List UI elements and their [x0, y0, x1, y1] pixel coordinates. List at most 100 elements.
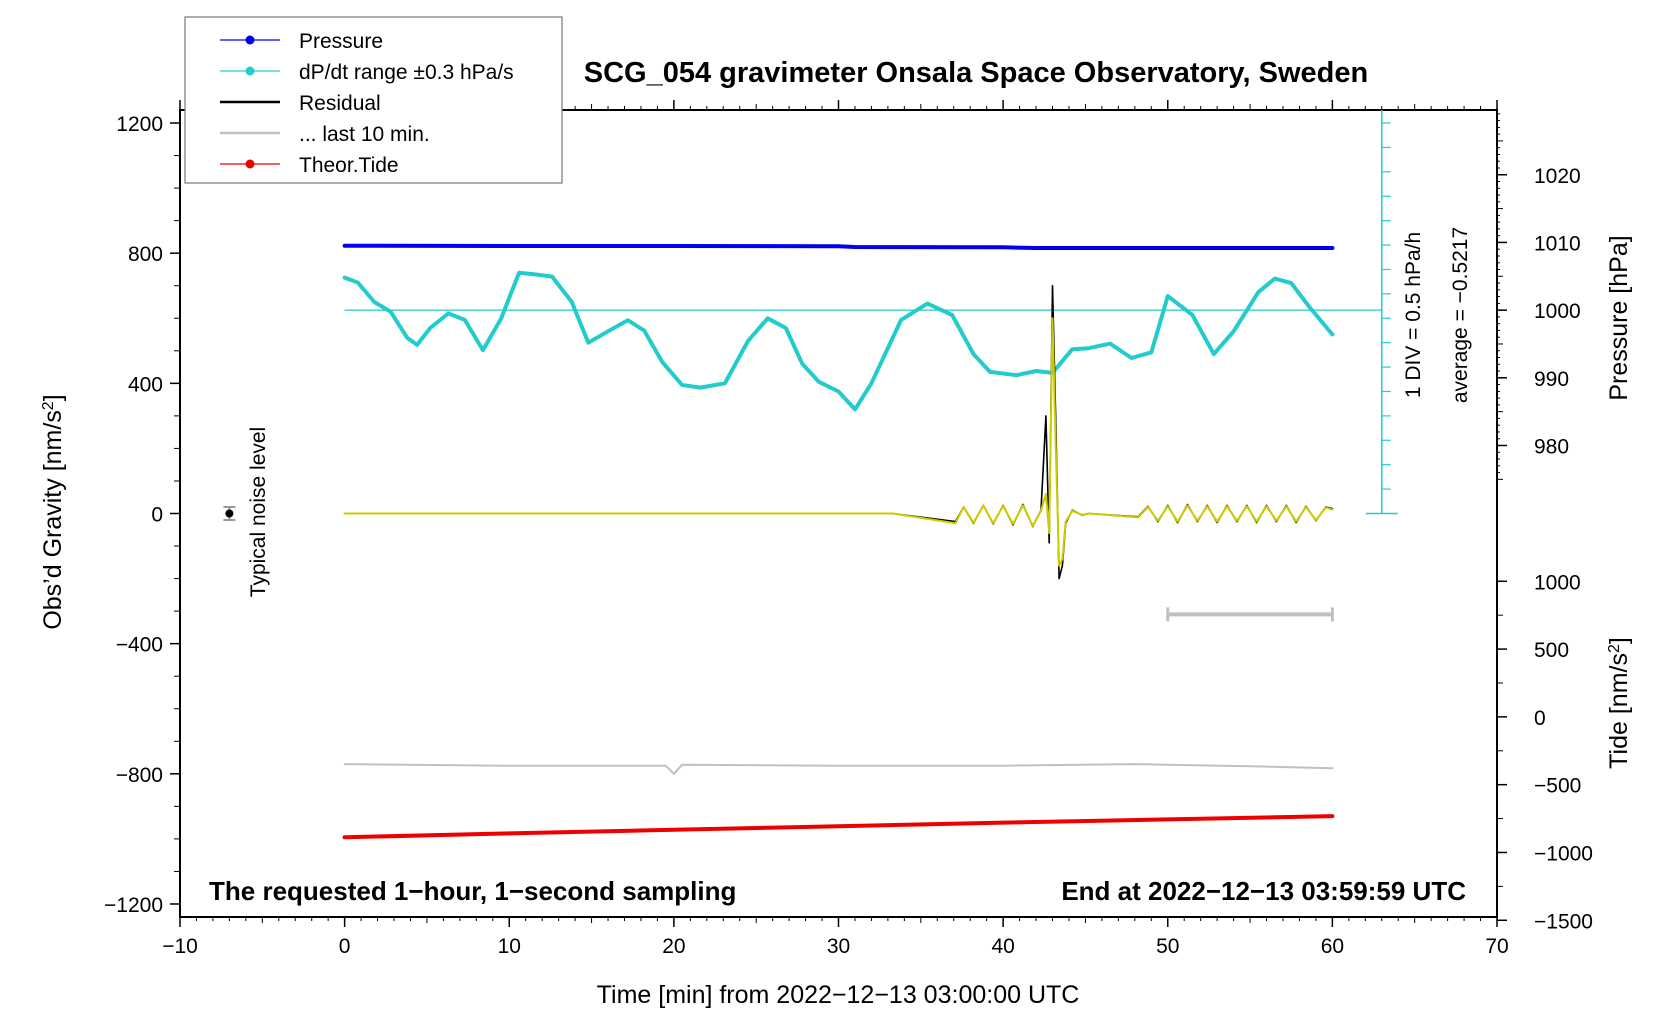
noise-point	[225, 509, 234, 518]
data-point-dp-dt-range-0-3-hpa-s	[1290, 282, 1292, 284]
pressure-tick-label: 980	[1534, 435, 1569, 458]
data-point-gravity-smoothed	[1045, 493, 1047, 495]
data-point-dp-dt-range-0-3-hpa-s	[1191, 314, 1193, 316]
y-left-tick-label: −800	[116, 764, 163, 787]
tide-tick-label: −500	[1534, 775, 1581, 798]
data-point-gravity-smoothed	[954, 522, 956, 524]
data-point-dp-dt-range-0-3-hpa-s	[1109, 343, 1111, 345]
data-point-gravity-smoothed	[1012, 523, 1014, 525]
data-point-dp-dt-range-0-3-hpa-s	[1088, 347, 1090, 349]
data-point-last-10-min	[838, 765, 840, 767]
x-tick-label: 30	[827, 935, 850, 958]
data-point-gravity-smoothed	[1071, 510, 1073, 512]
data-point-last-10-min	[1249, 765, 1251, 767]
data-point-dp-dt-range-0-3-hpa-s	[627, 319, 629, 321]
chart-title: SCG_054 gravimeter Onsala Space Observat…	[584, 57, 1368, 89]
legend-marker	[245, 159, 255, 169]
data-point-dp-dt-range-0-3-hpa-s	[500, 318, 502, 320]
data-point-dp-dt-range-0-3-hpa-s	[838, 390, 840, 392]
data-point-pressure	[1331, 247, 1333, 249]
series-line-theor-tide	[342, 814, 1335, 840]
x-axis-label: Time [min] from 2022−12−13 03:00:00 UTC	[597, 981, 1080, 1009]
data-point-dp-dt-range-0-3-hpa-s	[747, 340, 749, 342]
y-axis-label-left-close: ]	[39, 394, 67, 401]
y-left-tick-label: 400	[128, 373, 163, 396]
data-point-dp-dt-range-0-3-hpa-s	[390, 311, 392, 313]
data-point-dp-dt-range-0-3-hpa-s	[1213, 353, 1215, 355]
data-point-dp-dt-range-0-3-hpa-s	[854, 408, 856, 410]
data-point-gravity-smoothed	[1315, 519, 1317, 521]
data-point-gravity-smoothed	[892, 513, 894, 515]
data-point-gravity-smoothed	[344, 513, 346, 515]
noise-label: Typical noise level	[247, 427, 270, 597]
data-point-last-10-min	[508, 765, 510, 767]
data-point-residual	[1045, 415, 1047, 417]
data-point-gravity-smoothed	[1226, 505, 1228, 507]
data-point-dp-dt-range-0-3-hpa-s	[587, 342, 589, 344]
data-point-dp-dt-range-0-3-hpa-s	[1257, 291, 1259, 293]
data-point-dp-dt-range-0-3-hpa-s	[951, 314, 953, 316]
tide-tick-label: −1500	[1534, 910, 1593, 933]
annotation-bottom-right: End at 2022−12−13 03:59:59 UTC	[1061, 876, 1466, 906]
data-point-dp-dt-range-0-3-hpa-s	[643, 330, 645, 332]
legend: Pressure dP/dt range ±0.3 hPa/s Residual..…	[184, 16, 563, 184]
data-point-gravity-smoothed	[1216, 521, 1218, 523]
data-point-dp-dt-range-0-3-hpa-s	[607, 330, 609, 332]
y-left-tick-label: 1200	[116, 113, 163, 136]
data-point-pressure	[1002, 246, 1004, 248]
data-point-gravity-smoothed	[1137, 516, 1139, 518]
y-axis-label-left-sup: 2	[40, 401, 57, 410]
scale-bar-label: 1 DIV = 0.5 hPa/h	[1402, 232, 1425, 398]
data-point-dp-dt-range-0-3-hpa-s	[357, 281, 359, 283]
data-point-gravity-smoothed	[1187, 504, 1189, 506]
data-point-gravity-smoothed	[1266, 505, 1268, 507]
data-point-gravity-smoothed	[1177, 521, 1179, 523]
data-point-theor-tide	[508, 832, 510, 834]
data-point-dp-dt-range-0-3-hpa-s	[926, 303, 928, 305]
x-tick-label: 40	[991, 935, 1014, 958]
data-point-dp-dt-range-0-3-hpa-s	[1071, 348, 1073, 350]
data-point-dp-dt-range-0-3-hpa-s	[416, 344, 418, 346]
legend-label: ... last 10 min.	[299, 123, 430, 146]
data-point-residual	[1058, 578, 1060, 580]
data-point-dp-dt-range-0-3-hpa-s	[724, 382, 726, 384]
data-point-dp-dt-range-0-3-hpa-s	[801, 363, 803, 365]
data-point-gravity-smoothed	[1295, 521, 1297, 523]
data-point-gravity-smoothed	[1022, 504, 1024, 506]
tide-tick-label: 1000	[1534, 571, 1581, 594]
x-tick-label: −10	[162, 935, 198, 958]
legend-entries: Pressure dP/dt range ±0.3 hPa/s Residual..…	[220, 30, 514, 177]
y-left-tick-label: 800	[128, 243, 163, 266]
data-point-gravity-smoothed	[1246, 505, 1248, 507]
data-point-pressure	[838, 245, 840, 247]
data-point-gravity-smoothed	[1088, 513, 1090, 515]
data-point-dp-dt-range-0-3-hpa-s	[1150, 351, 1152, 353]
data-point-dp-dt-range-0-3-hpa-s	[518, 272, 520, 274]
data-point-theor-tide	[344, 836, 346, 838]
data-point-theor-tide	[838, 825, 840, 827]
data-point-gravity-smoothed	[1065, 521, 1067, 523]
data-point-dp-dt-range-0-3-hpa-s	[1015, 374, 1017, 376]
series-line-last-10-min	[343, 763, 1334, 775]
data-point-last-10-min	[344, 763, 346, 765]
data-point-gravity-smoothed	[1052, 317, 1054, 319]
data-point-theor-tide	[1002, 822, 1004, 824]
data-point-dp-dt-range-0-3-hpa-s	[1131, 357, 1133, 359]
data-point-gravity-smoothed	[1040, 510, 1042, 512]
pressure-tick-label: 1000	[1534, 300, 1581, 323]
pressure-tick-label: 990	[1534, 368, 1569, 391]
tide-tick-label: 0	[1534, 707, 1546, 730]
data-point-gravity-smoothed	[963, 506, 965, 508]
data-point-dp-dt-range-0-3-hpa-s	[344, 277, 346, 279]
data-point-dp-dt-range-0-3-hpa-s	[699, 387, 701, 389]
data-point-gravity-smoothed	[1325, 507, 1327, 509]
data-point-gravity-smoothed	[1236, 520, 1238, 522]
pressure-tick-label: 1010	[1534, 232, 1581, 255]
data-point-dp-dt-range-0-3-hpa-s	[818, 381, 820, 383]
data-point-gravity-smoothed	[1206, 505, 1208, 507]
data-point-gravity-smoothed	[992, 522, 994, 524]
legend-label: Residual	[299, 92, 381, 115]
data-point-dp-dt-range-0-3-hpa-s	[1167, 295, 1169, 297]
data-point-gravity-smoothed	[1256, 521, 1258, 523]
